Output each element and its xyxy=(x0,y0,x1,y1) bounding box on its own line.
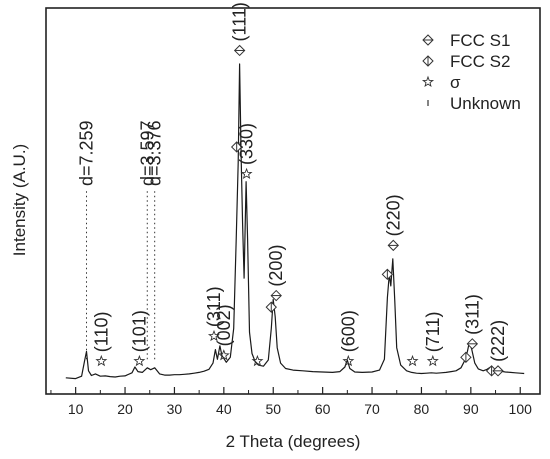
legend-label-3: Unknown xyxy=(450,94,521,113)
x-tick-label-60: 60 xyxy=(315,401,331,417)
peak-label-6: (330) xyxy=(237,123,257,165)
y-axis-label: Intensity (A.U.) xyxy=(10,144,29,256)
peak-marker-16 xyxy=(466,338,479,350)
peak-label-3: (002) xyxy=(214,304,234,346)
peak-label-1: (101) xyxy=(129,310,149,352)
d-label-2: d=3.376 xyxy=(145,120,165,186)
x-tick-label-100: 100 xyxy=(509,401,533,417)
peak-marker-1 xyxy=(133,354,146,367)
peak-marker-2 xyxy=(207,329,220,342)
peak-label-9: (200) xyxy=(266,245,286,287)
x-tick-label-40: 40 xyxy=(216,401,232,417)
x-tick-label-70: 70 xyxy=(364,401,380,417)
legend-marker-0 xyxy=(422,34,434,46)
peak-marker-9 xyxy=(270,289,282,302)
peak-annotations: (110) (101)(311)(002)(111)(330)(200)(600)… xyxy=(91,2,508,377)
peak-marker-6 xyxy=(240,167,253,180)
peak-label-4: (111) xyxy=(230,2,250,41)
x-tick-label-90: 90 xyxy=(463,401,479,417)
x-tick-label-30: 30 xyxy=(167,401,183,417)
d-label-0: d=7.259 xyxy=(77,120,97,186)
peak-label-12: (220) xyxy=(383,194,403,236)
peak-label-0: (110) xyxy=(91,312,111,353)
legend-marker-1 xyxy=(422,55,434,67)
peak-marker-8 xyxy=(265,301,277,313)
peak-marker-7 xyxy=(251,354,264,367)
peak-marker-10 xyxy=(342,354,355,367)
d-label-1: d=3.597 xyxy=(137,120,157,186)
peak-label-14: (711) xyxy=(423,312,443,353)
peak-marker-3 xyxy=(217,349,230,361)
x-tick-label-80: 80 xyxy=(414,401,430,417)
peak-label-18: (222) xyxy=(488,320,508,362)
peak-marker-4 xyxy=(233,44,246,57)
x-axis-ticks: 10 20 30 40 50 60 70 80 90 100 xyxy=(50,387,533,417)
plot-frame xyxy=(45,7,541,395)
x-tick-label-20: 20 xyxy=(117,401,133,417)
peak-label-16: (311) xyxy=(462,294,482,335)
legend-label-0: FCC S1 xyxy=(450,31,510,50)
x-tick-label-50: 50 xyxy=(265,401,281,417)
peak-marker-0 xyxy=(95,354,108,367)
peak-label-2: (311) xyxy=(204,286,224,327)
legend-label-1: FCC S2 xyxy=(450,52,510,71)
x-tick-label-10: 10 xyxy=(68,401,84,417)
peak-marker-14 xyxy=(426,354,439,367)
peak-marker-12 xyxy=(387,239,399,252)
peak-marker-5 xyxy=(230,141,243,153)
peak-marker-18 xyxy=(492,365,504,377)
peak-marker-15 xyxy=(460,351,472,364)
legend-label-2: σ xyxy=(450,73,461,92)
series-line xyxy=(65,63,525,380)
x-axis-label: 2 Theta (degrees) xyxy=(226,432,361,451)
peak-marker-13 xyxy=(406,354,419,367)
legend-marker-2 xyxy=(421,75,435,88)
peak-label-10: (600) xyxy=(338,310,358,352)
peak-marker-11 xyxy=(381,268,394,281)
legend: FCC S1 FCC S2 σ Unknown xyxy=(421,31,521,113)
